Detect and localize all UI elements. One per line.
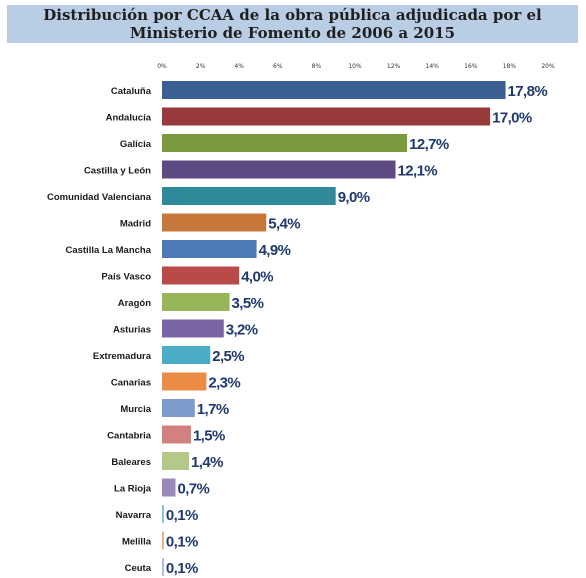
category-label: Extremadura — [93, 351, 152, 362]
x-tick-label: 16% — [464, 63, 478, 70]
data-label: 4,9% — [259, 242, 291, 259]
bar — [162, 213, 267, 232]
bar — [162, 160, 396, 179]
data-label: 17,0% — [492, 110, 532, 127]
bar — [162, 558, 164, 576]
bar — [162, 478, 176, 497]
x-tick-label: 2% — [196, 63, 206, 70]
bar — [162, 372, 207, 391]
category-label: Baleares — [111, 457, 151, 468]
category-label: La Rioja — [114, 484, 152, 495]
bar — [162, 107, 491, 126]
x-tick-label: 18% — [503, 63, 517, 70]
data-label: 12,7% — [409, 136, 449, 153]
x-tick-label: 10% — [348, 63, 362, 70]
bar — [162, 452, 190, 470]
bar — [162, 134, 408, 152]
bar — [162, 319, 224, 338]
bar — [162, 531, 164, 550]
data-label: 5,4% — [268, 216, 300, 233]
x-tick-label: 0% — [157, 63, 167, 70]
bar — [162, 399, 195, 417]
x-tick-label: 14% — [426, 63, 440, 70]
data-label: 3,5% — [232, 295, 264, 312]
data-label: 0,1% — [166, 507, 198, 524]
category-label: Ceuta — [125, 563, 152, 574]
chart-title-line-1: Distribución por CCAA de la obra pública… — [43, 6, 542, 24]
data-label: 1,7% — [197, 401, 229, 418]
data-label: 4,0% — [241, 269, 273, 286]
data-label: 2,5% — [212, 348, 244, 365]
data-label: 9,0% — [338, 189, 370, 206]
category-label: Castilla La Mancha — [65, 245, 151, 256]
data-label: 3,2% — [226, 322, 258, 339]
category-label: Cantabria — [107, 431, 152, 442]
data-label: 0,1% — [166, 560, 198, 577]
category-label: Cataluña — [111, 86, 152, 97]
data-label: 12,1% — [398, 163, 438, 180]
bar — [162, 505, 164, 523]
data-label: 0,7% — [178, 481, 210, 498]
data-label: 0,1% — [166, 534, 198, 551]
category-label: País Vasco — [101, 272, 151, 283]
x-tick-label: 12% — [387, 63, 401, 70]
category-label: Asturias — [113, 325, 151, 336]
category-label: Andalucía — [106, 113, 152, 124]
data-label: 1,4% — [191, 454, 223, 471]
bar — [162, 240, 257, 258]
bar — [162, 293, 230, 311]
x-tick-label: 8% — [312, 63, 322, 70]
chart-title: Distribución por CCAA de la obra pública… — [7, 5, 578, 43]
category-label: Galicia — [120, 139, 152, 150]
category-label: Navarra — [116, 510, 152, 521]
category-label: Madrid — [120, 219, 151, 230]
category-label: Canarias — [111, 378, 151, 389]
category-label: Melilla — [122, 537, 152, 548]
bar — [162, 187, 336, 205]
category-label: Aragón — [118, 298, 151, 309]
chart-title-line-2: Ministerio de Fomento de 2006 a 2015 — [129, 24, 456, 42]
category-label: Comunidad Valenciana — [47, 192, 152, 203]
x-tick-label: 20% — [541, 63, 555, 70]
bar — [162, 266, 240, 285]
bar — [162, 346, 211, 364]
bar — [162, 81, 506, 99]
x-tick-label: 6% — [273, 63, 283, 70]
bar — [162, 425, 191, 444]
category-label: Murcia — [120, 404, 151, 415]
data-label: 17,8% — [508, 83, 548, 100]
category-label: Castilla y León — [84, 166, 151, 177]
data-label: 2,3% — [208, 375, 240, 392]
data-label: 1,5% — [193, 428, 225, 445]
x-tick-label: 4% — [234, 63, 244, 70]
